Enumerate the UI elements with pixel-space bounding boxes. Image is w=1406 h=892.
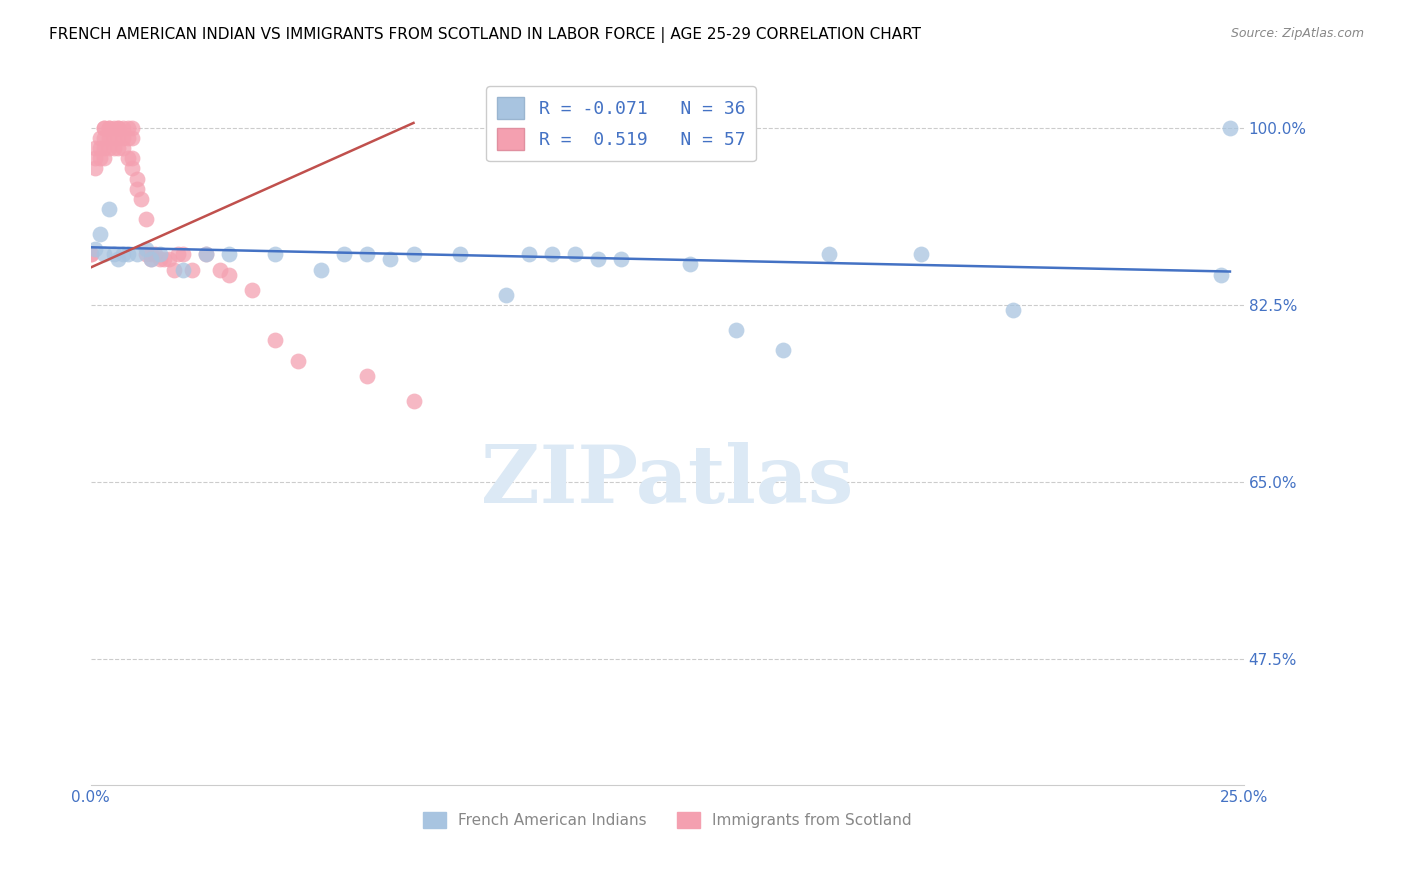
Point [610,252,633,267]
Legend: French American Indians, Immigrants from Scotland: French American Indians, Immigrants from… [416,805,918,834]
Point [103,131,125,145]
Point [586,252,609,267]
Point [93,120,115,135]
Point [107,120,129,135]
Point [93,151,115,165]
Point [333,247,356,261]
Point [264,247,287,261]
Point [1209,268,1232,282]
Point [131,192,153,206]
Point [153,252,176,267]
Point [79,247,101,261]
Point [84,141,107,155]
Point [218,268,240,282]
Point [402,393,425,408]
Point [107,141,129,155]
Text: Source: ZipAtlas.com: Source: ZipAtlas.com [1230,27,1364,40]
Point [107,120,129,135]
Point [93,247,115,261]
Point [89,131,111,145]
Point [98,120,121,135]
Point [98,120,121,135]
Point [517,247,540,261]
Point [107,131,129,145]
Point [98,131,121,145]
Point [93,141,115,155]
Point [194,247,217,261]
Text: FRENCH AMERICAN INDIAN VS IMMIGRANTS FROM SCOTLAND IN LABOR FORCE | AGE 25-29 CO: FRENCH AMERICAN INDIAN VS IMMIGRANTS FRO… [49,27,921,43]
Point [139,247,162,261]
Point [679,257,702,271]
Point [84,242,107,256]
Point [541,247,564,261]
Point [107,252,129,267]
Point [89,151,111,165]
Point [149,247,172,261]
Point [356,247,378,261]
Point [1219,120,1241,135]
Point [149,252,172,267]
Point [139,252,162,267]
Point [89,141,111,155]
Point [287,353,309,368]
Point [93,131,115,145]
Point [117,120,139,135]
Point [111,247,134,261]
Point [817,247,839,261]
Point [157,252,180,267]
Point [208,262,231,277]
Point [240,283,263,297]
Point [125,171,148,186]
Point [84,161,107,176]
Point [84,151,107,165]
Point [121,161,143,176]
Point [564,247,586,261]
Point [125,181,148,195]
Point [181,262,204,277]
Point [380,252,402,267]
Point [89,227,111,241]
Point [121,151,143,165]
Point [135,211,157,226]
Point [194,247,217,261]
Point [117,151,139,165]
Point [143,247,166,261]
Point [172,262,194,277]
Point [121,120,143,135]
Point [103,120,125,135]
Point [125,247,148,261]
Point [449,247,471,261]
Text: ZIPatlas: ZIPatlas [481,442,853,520]
Point [111,120,134,135]
Point [117,131,139,145]
Point [163,262,186,277]
Point [79,247,101,261]
Point [309,262,332,277]
Point [111,141,134,155]
Point [495,287,517,301]
Point [135,242,157,256]
Point [117,247,139,261]
Point [93,120,115,135]
Point [135,247,157,261]
Point [356,368,378,383]
Point [1002,302,1025,317]
Point [103,141,125,155]
Point [218,247,240,261]
Point [264,333,287,347]
Point [98,202,121,216]
Point [772,343,794,358]
Point [121,131,143,145]
Point [103,247,125,261]
Point [139,252,162,267]
Point [111,131,134,145]
Point [910,247,932,261]
Point [98,141,121,155]
Point [172,247,194,261]
Point [402,247,425,261]
Point [725,323,748,337]
Point [167,247,190,261]
